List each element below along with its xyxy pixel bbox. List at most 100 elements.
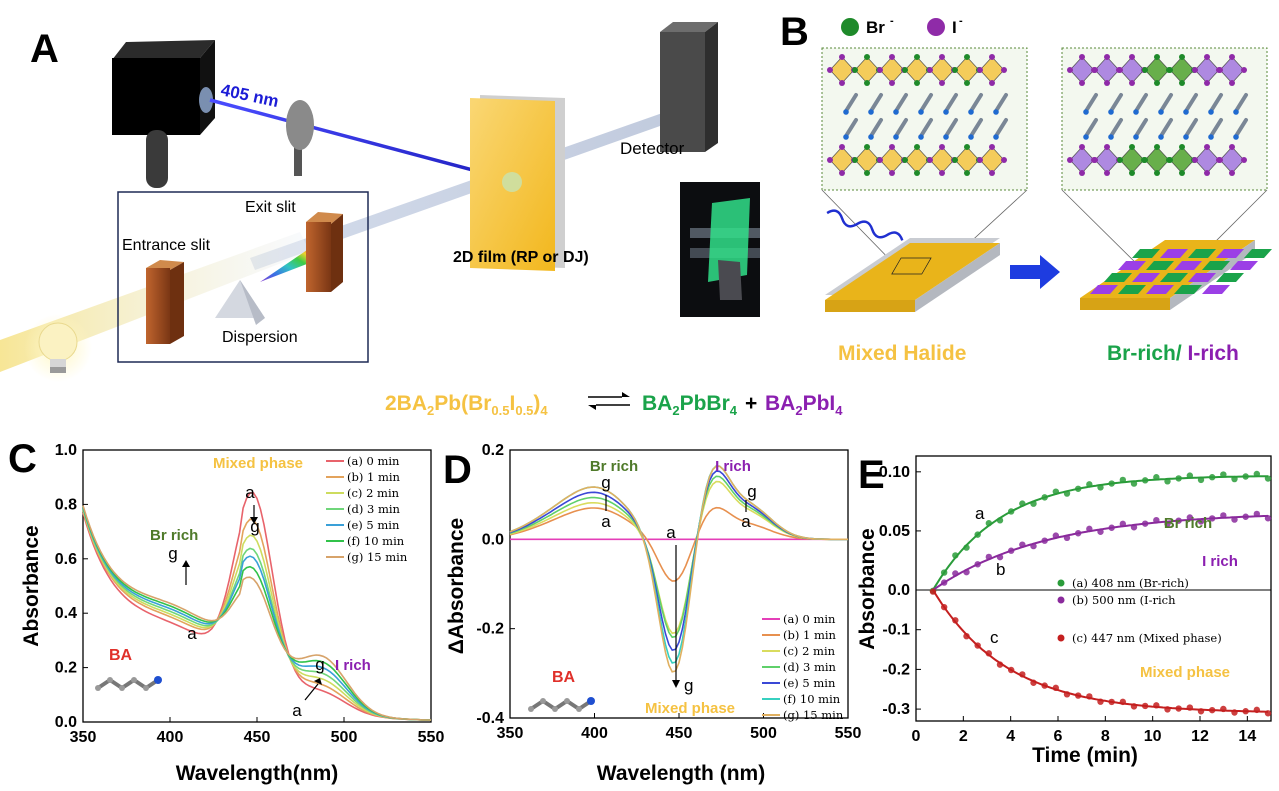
chart-e-data-point (1186, 472, 1194, 479)
chart-e-data-point (1186, 704, 1194, 711)
chart-c-legend-label: (b) 1 min (347, 470, 401, 484)
chart-e-x-tick-label: 2 (959, 728, 968, 745)
chart-c-x-tick-label: 450 (244, 729, 271, 746)
chart-e-x-tick-label: 4 (1006, 728, 1015, 745)
nitrogen-atom (843, 109, 849, 115)
panel-b: Br - I - M (821, 15, 1272, 365)
halide-atom (1179, 54, 1185, 60)
chart-e-legend-marker (1057, 634, 1065, 642)
chart-e-data-point (1141, 702, 1149, 710)
chart-e-data-point (1086, 693, 1093, 700)
halide-atom (1117, 157, 1123, 163)
chart-e-data-point (1164, 520, 1171, 528)
chart-c-a-label-i: a (292, 701, 302, 720)
halide-atom (1204, 80, 1210, 86)
chart-e-data-point (1074, 530, 1082, 537)
chart-e-data-point (1175, 705, 1182, 712)
nitrogen-atom (943, 109, 949, 115)
segregated-caption: Br-rich/ I-rich (1107, 342, 1239, 365)
nitrogen-atom (968, 109, 974, 115)
chart-c-y-tick-label: 0.8 (55, 496, 77, 513)
chart-d-g-min: g (684, 676, 693, 695)
chart-e-data-point (996, 661, 1004, 668)
halide-atom (927, 157, 933, 163)
i-ion-label: I (952, 18, 957, 37)
nitrogen-atom (843, 134, 849, 140)
chart-e-a-label: a (975, 504, 985, 523)
panel-a-setup: 405 nm Detector 2D film (RP or DJ) Exit … (0, 22, 760, 382)
ba-cation (894, 93, 908, 113)
halide-atom (1117, 67, 1123, 73)
br-charge: - (890, 15, 894, 27)
chart-e-y-tick-label: -0.3 (882, 701, 910, 718)
halide-atom (864, 54, 870, 60)
chart-e-c-label: c (990, 628, 999, 647)
chart-e-data-point (1052, 532, 1060, 539)
chart-e-data-point (1074, 692, 1082, 699)
chart-e-data-point (1063, 490, 1071, 497)
halide-domain (1132, 249, 1160, 258)
chart-d-mixed-phase-label: Mixed phase (645, 700, 735, 717)
segregated-film (1080, 240, 1272, 310)
halide-atom (877, 67, 883, 73)
chart-e-xlabel: Time (min) (1032, 744, 1138, 767)
chart-e-x-tick-label: 10 (1144, 728, 1162, 745)
chart-d-legend-label: (a) 0 min (783, 612, 836, 626)
chart-e-data-point (963, 632, 970, 640)
chart-e-data-point (1030, 500, 1037, 507)
chart-e-x-tick-label: 14 (1238, 728, 1256, 745)
chart-e-data-point (1264, 710, 1272, 717)
nitrogen-atom (1208, 109, 1214, 115)
chart-d-ba-molecule-carbon (552, 706, 558, 712)
br-ion-icon (841, 18, 859, 36)
halide-atom (914, 170, 920, 176)
halide-atom (1229, 54, 1235, 60)
chart-c-y-tick-label: 0.4 (55, 605, 77, 622)
chart-c-ba-molecule-carbon (107, 677, 113, 683)
nitrogen-atom (1133, 134, 1139, 140)
chart-e-data-point (1097, 698, 1104, 705)
halide-atom (1142, 157, 1148, 163)
halide-atom (1204, 144, 1210, 150)
detector-icon (660, 22, 718, 152)
i-charge: - (959, 15, 963, 27)
chart-c-x-tick-label: 400 (157, 729, 184, 746)
setup-photo (680, 182, 760, 317)
chart-d-ba-molecule-carbon (528, 706, 534, 712)
chart-c-ba-molecule-carbon (131, 677, 137, 683)
chart-c-i-rich-label: I rich (335, 657, 371, 674)
halide-atom (1067, 67, 1073, 73)
halide-atom (1241, 67, 1247, 73)
halide-atom (1129, 170, 1135, 176)
i-rich-caption: I-rich (1182, 342, 1239, 365)
chart-d-x-tick-label: 450 (666, 725, 693, 742)
chart-d-series-line (509, 480, 848, 635)
excitation-wave (826, 209, 904, 241)
halide-atom (989, 144, 995, 150)
halide-atom (1229, 170, 1235, 176)
halide-atom (902, 67, 908, 73)
chart-d-g-i: g (747, 482, 756, 501)
chart-e-data-point (1264, 475, 1272, 482)
chart-e-data-point (1007, 547, 1015, 554)
reaction-reactant: 2BA2Pb(Br0.5I0.5)4 (385, 392, 548, 418)
chart-c-y-tick-label: 0.0 (55, 714, 77, 731)
nitrogen-atom (1233, 134, 1239, 140)
halide-domain (1090, 285, 1118, 294)
chart-c-y-tick-label: 0.2 (55, 660, 77, 677)
chart-e-data-point (1242, 473, 1249, 480)
chart-e-y-tick-label: 0.0 (888, 582, 910, 599)
halide-atom (1092, 157, 1098, 163)
ba-cation (1184, 118, 1198, 138)
chart-e-data-point (1264, 515, 1272, 522)
ba-cation (844, 118, 858, 138)
halide-atom (902, 157, 908, 163)
halide-atom (939, 80, 945, 86)
halide-atom (889, 170, 895, 176)
chart-e-data-point (1119, 520, 1127, 528)
halide-atom (1192, 157, 1198, 163)
halide-atom (964, 144, 970, 150)
chart-e-data-point (1019, 500, 1026, 507)
halide-domain (1104, 273, 1132, 282)
